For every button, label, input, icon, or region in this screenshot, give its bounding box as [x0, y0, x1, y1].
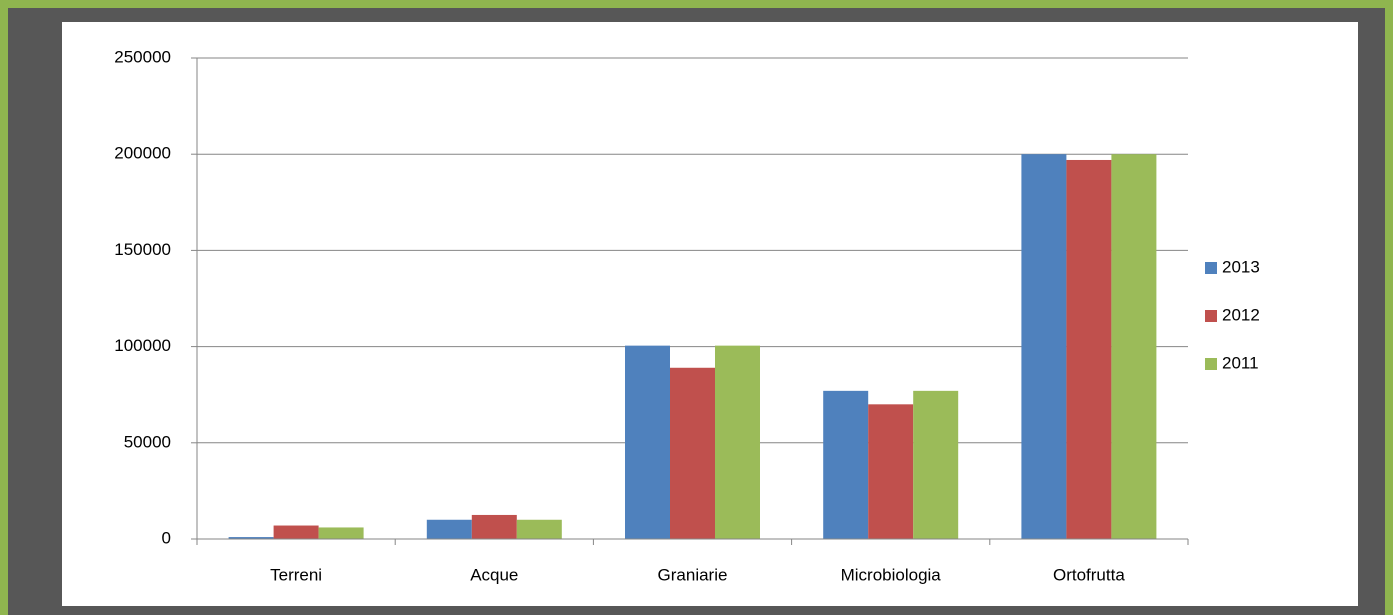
bar: [1021, 154, 1067, 539]
legend-swatch: [1205, 358, 1217, 370]
bar: [426, 519, 472, 539]
legend-swatch: [1205, 262, 1217, 274]
x-tick-label: Acque: [470, 565, 518, 584]
bar: [228, 537, 274, 539]
legend-label: 2013: [1222, 257, 1260, 276]
bar: [516, 519, 562, 539]
bar: [868, 404, 914, 539]
y-tick-label: 100000: [114, 336, 171, 355]
chart: 0 50000 100000 150000 200000 250000 Terreni Acq…: [62, 22, 1358, 606]
bar: [715, 345, 760, 539]
y-tick-label: 150000: [114, 240, 171, 259]
bar: [823, 390, 869, 539]
y-tick-label: 50000: [124, 432, 171, 451]
bar: [273, 525, 319, 539]
x-tick-label: Terreni: [270, 565, 322, 584]
legend-label: 2011: [1222, 353, 1259, 372]
bar: [1111, 154, 1157, 539]
x-tick-label: Ortofrutta: [1053, 565, 1125, 584]
bar: [670, 367, 715, 539]
x-tick-label: Microbiologia: [841, 565, 942, 584]
legend-label: 2012: [1222, 305, 1260, 324]
x-tick-label: Graniarie: [658, 565, 728, 584]
bar: [1066, 159, 1112, 540]
bar: [913, 390, 959, 539]
legend-swatch: [1205, 310, 1217, 322]
y-tick-label: 0: [162, 528, 171, 547]
y-tick-label: 200000: [114, 144, 171, 163]
bar: [318, 527, 364, 539]
bar: [625, 345, 670, 539]
bar: [471, 514, 517, 539]
y-tick-label: 250000: [114, 47, 171, 66]
